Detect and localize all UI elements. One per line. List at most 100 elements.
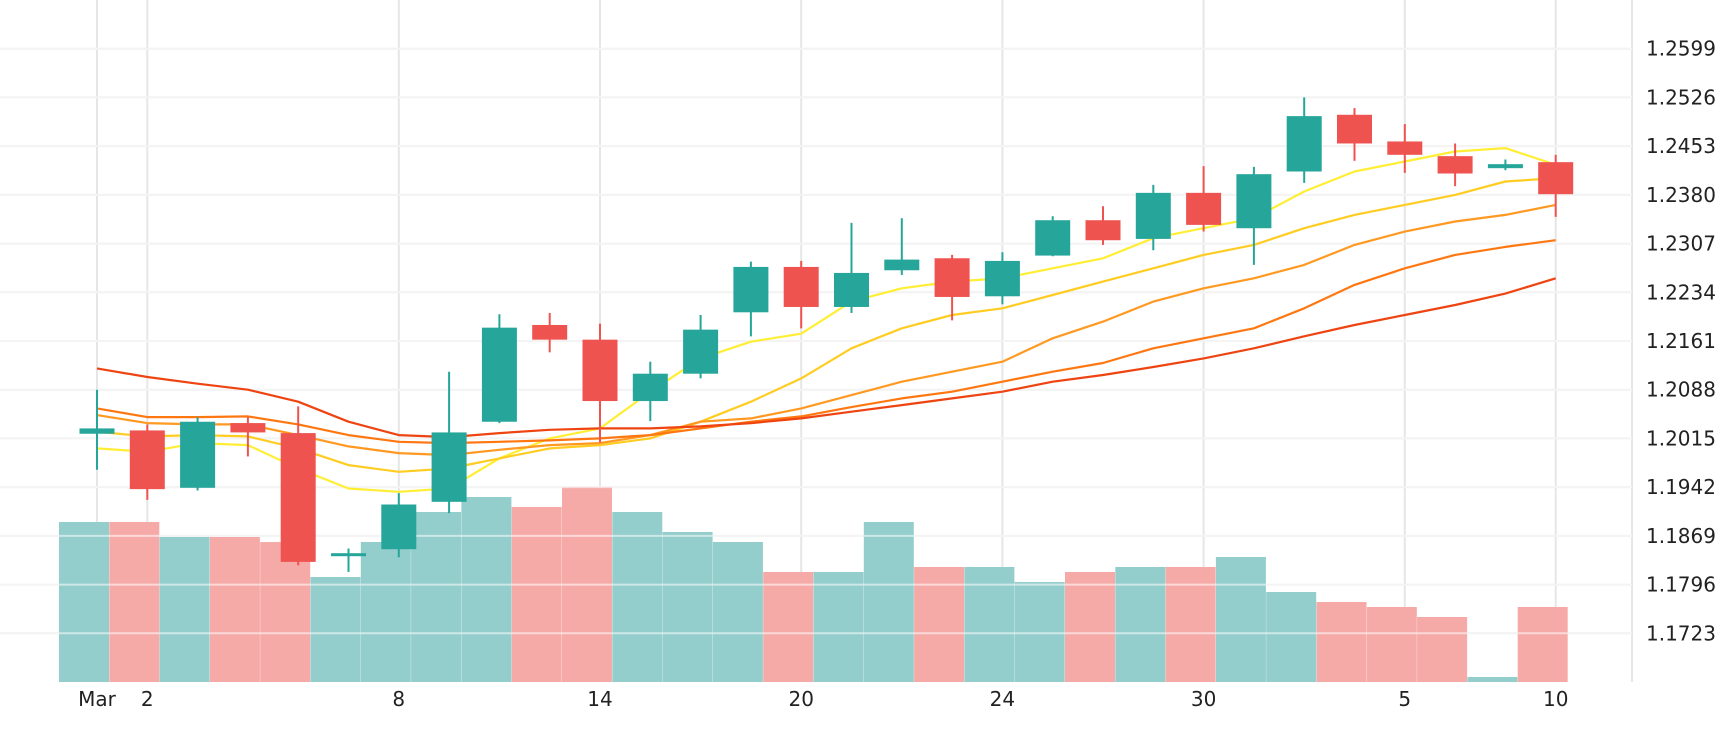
candle bbox=[733, 261, 769, 337]
candle-body bbox=[331, 553, 366, 557]
x-tick-label: 10 bbox=[1543, 687, 1568, 711]
volume-bar bbox=[863, 522, 914, 682]
candle bbox=[481, 314, 517, 424]
y-tick-label: 1.2453 bbox=[1646, 134, 1716, 158]
candle bbox=[381, 493, 417, 558]
candle bbox=[1236, 166, 1272, 265]
candle-body bbox=[1286, 116, 1322, 172]
moving-average-line bbox=[96, 203, 1556, 457]
candle bbox=[884, 218, 920, 275]
candle bbox=[783, 260, 819, 329]
y-tick-label: 1.2380 bbox=[1646, 183, 1716, 207]
candle-body bbox=[431, 432, 467, 502]
candle-body bbox=[1085, 220, 1121, 241]
candle bbox=[1286, 97, 1322, 183]
candle-body bbox=[79, 428, 115, 434]
y-axis: 1.2599 1.2526 1.2453 1.2380 1.2307 1.2234 1.21… bbox=[1646, 37, 1716, 646]
y-tick-label: 1.2015 bbox=[1646, 426, 1716, 450]
candle bbox=[934, 254, 970, 321]
moving-average-lines bbox=[96, 147, 1557, 493]
volume-bar bbox=[461, 497, 512, 682]
volume-bar bbox=[1366, 607, 1417, 682]
candle-body bbox=[834, 272, 869, 307]
candle bbox=[683, 314, 719, 379]
candle bbox=[1135, 184, 1171, 251]
candle bbox=[984, 252, 1020, 305]
volume-bar bbox=[612, 512, 663, 682]
x-tick-label: 5 bbox=[1398, 687, 1411, 711]
moving-average-line bbox=[96, 147, 1557, 493]
candle-body bbox=[1035, 220, 1071, 256]
candle bbox=[180, 417, 216, 491]
moving-average-line bbox=[96, 277, 1557, 439]
volume-bar bbox=[159, 537, 210, 682]
candle bbox=[280, 406, 316, 566]
x-tick-label: 8 bbox=[392, 687, 405, 711]
candle bbox=[582, 323, 618, 443]
candle bbox=[632, 361, 668, 422]
x-axis: Mar 2 8 14 20 24 30 5 10 bbox=[78, 687, 1568, 711]
volume-bar bbox=[511, 507, 562, 682]
candle bbox=[1538, 154, 1574, 217]
x-tick-label: Mar bbox=[78, 687, 117, 711]
candle-body bbox=[632, 373, 668, 402]
candle bbox=[1337, 108, 1372, 161]
volume-bar bbox=[1467, 677, 1518, 682]
x-tick-label: 20 bbox=[788, 687, 813, 711]
y-tick-label: 1.1796 bbox=[1646, 573, 1716, 597]
x-tick-label: 14 bbox=[587, 687, 612, 711]
candle-body bbox=[129, 430, 165, 490]
candle-body bbox=[1387, 141, 1423, 155]
candle bbox=[834, 222, 869, 313]
candle-body bbox=[381, 504, 417, 550]
y-tick-label: 1.2526 bbox=[1646, 85, 1716, 109]
y-tick-label: 1.2088 bbox=[1646, 378, 1716, 402]
volume-bars bbox=[59, 487, 1568, 682]
volume-bar bbox=[813, 572, 864, 682]
volume-bar bbox=[1266, 592, 1317, 682]
volume-bar bbox=[662, 532, 713, 682]
candle bbox=[1085, 206, 1121, 245]
y-tick-label: 1.1869 bbox=[1646, 524, 1716, 548]
candle-body bbox=[1236, 174, 1272, 229]
volume-bar bbox=[260, 542, 311, 682]
candle-body bbox=[733, 266, 769, 313]
volume-bar bbox=[209, 537, 260, 682]
candle-body bbox=[230, 423, 266, 433]
volume-bar bbox=[1065, 572, 1115, 682]
volume-bar bbox=[1014, 582, 1065, 682]
candle bbox=[331, 548, 366, 572]
volume-bar bbox=[59, 522, 109, 682]
candle bbox=[79, 389, 115, 470]
x-tick-label: 24 bbox=[990, 687, 1015, 711]
candle-body bbox=[783, 266, 819, 307]
candle bbox=[1387, 124, 1423, 173]
volume-bar bbox=[964, 567, 1015, 682]
candle-body bbox=[934, 258, 970, 297]
candle-body bbox=[481, 327, 517, 422]
volume-bar bbox=[411, 512, 462, 682]
volume-bar bbox=[712, 542, 763, 682]
candle-body bbox=[1135, 192, 1171, 239]
x-tick-label: 2 bbox=[141, 687, 154, 711]
candle-body bbox=[984, 260, 1020, 297]
volume-bar bbox=[1115, 567, 1166, 682]
x-tick-label: 30 bbox=[1191, 687, 1216, 711]
candle bbox=[431, 371, 467, 514]
volume-bar bbox=[914, 567, 965, 682]
moving-average-line bbox=[96, 239, 1556, 445]
y-tick-label: 1.1723 bbox=[1646, 621, 1716, 645]
volume-bar bbox=[763, 572, 814, 682]
candle bbox=[230, 417, 266, 457]
candle-body bbox=[683, 329, 719, 374]
candle bbox=[532, 312, 568, 353]
y-tick-label: 1.2161 bbox=[1646, 329, 1716, 353]
candle bbox=[1035, 216, 1071, 257]
candles bbox=[79, 97, 1574, 572]
candle-body bbox=[1337, 114, 1372, 144]
candle-body bbox=[884, 259, 920, 271]
volume-bar bbox=[1215, 557, 1266, 682]
candle-body bbox=[532, 324, 568, 340]
volume-bar bbox=[360, 542, 411, 682]
